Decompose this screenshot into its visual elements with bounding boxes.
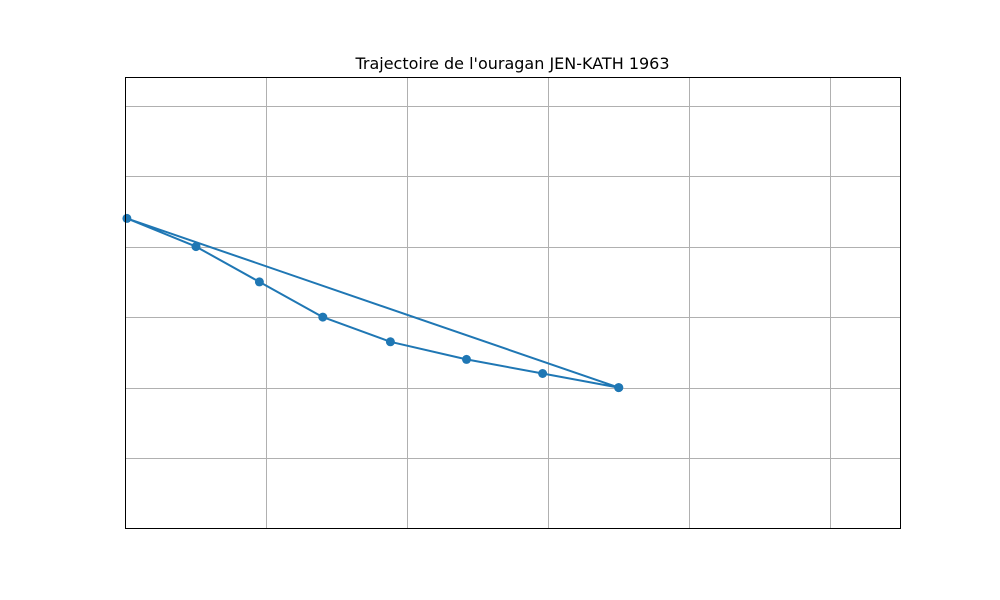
series-line (125, 217, 620, 389)
data-point (614, 383, 624, 393)
grid-lines (125, 77, 901, 529)
data-point (191, 242, 201, 252)
chart-title: Trajectoire de l'ouragan JEN-KATH 1963 (354, 54, 669, 73)
axes-frame (125, 77, 901, 529)
data-point (385, 337, 395, 347)
data-point (318, 312, 328, 322)
plot-area (122, 213, 624, 393)
data-point (538, 369, 548, 378)
data-point (122, 213, 132, 223)
data-point (254, 277, 264, 287)
data-point (462, 354, 471, 364)
